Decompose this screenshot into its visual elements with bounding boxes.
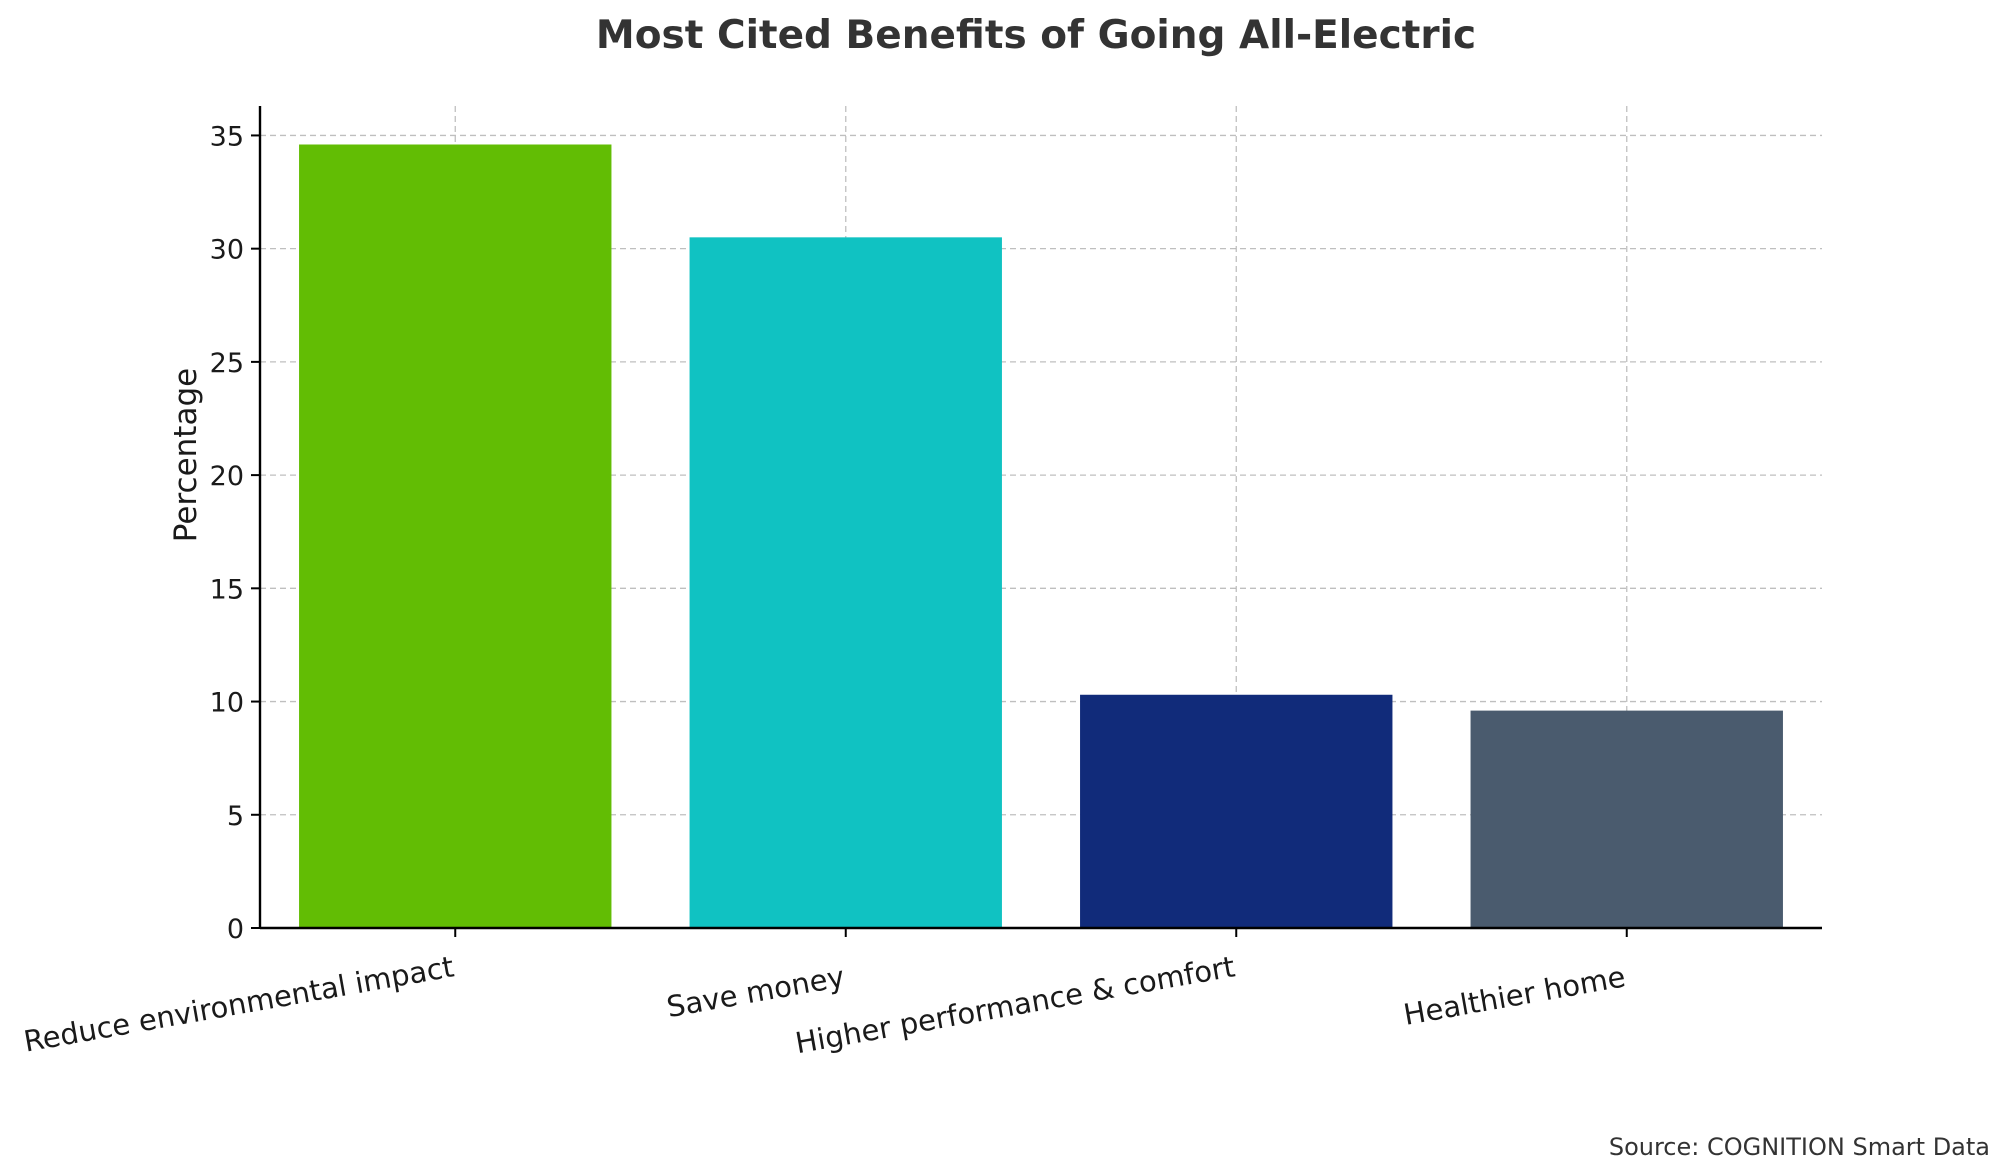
y-tick-label: 10 xyxy=(210,688,244,719)
x-tick-label: Healthier home xyxy=(1401,959,1628,1031)
bar xyxy=(689,237,1002,928)
x-tick-label: Reduce environmental impact xyxy=(21,949,456,1058)
bars xyxy=(299,144,1783,929)
chart-title: Most Cited Benefits of Going All-Electri… xyxy=(596,13,1476,58)
y-tick-label: 35 xyxy=(210,121,244,152)
x-tick-label: Save money xyxy=(664,959,847,1024)
y-tick-label: 20 xyxy=(210,461,244,492)
y-tick-label: 25 xyxy=(210,348,244,379)
y-tick-label: 5 xyxy=(227,801,244,832)
bar xyxy=(1470,710,1783,928)
y-tick-label: 30 xyxy=(210,235,244,266)
bar xyxy=(1080,694,1393,928)
source-note: Source: COGNITION Smart Data xyxy=(1609,1133,1990,1161)
x-tick-label: Higher performance & comfort xyxy=(793,949,1238,1060)
y-axis-label: Percentage xyxy=(168,368,204,542)
y-tick-label: 15 xyxy=(210,574,244,605)
bar xyxy=(299,144,612,929)
y-tick-label: 0 xyxy=(227,914,244,945)
axes xyxy=(258,106,1822,930)
